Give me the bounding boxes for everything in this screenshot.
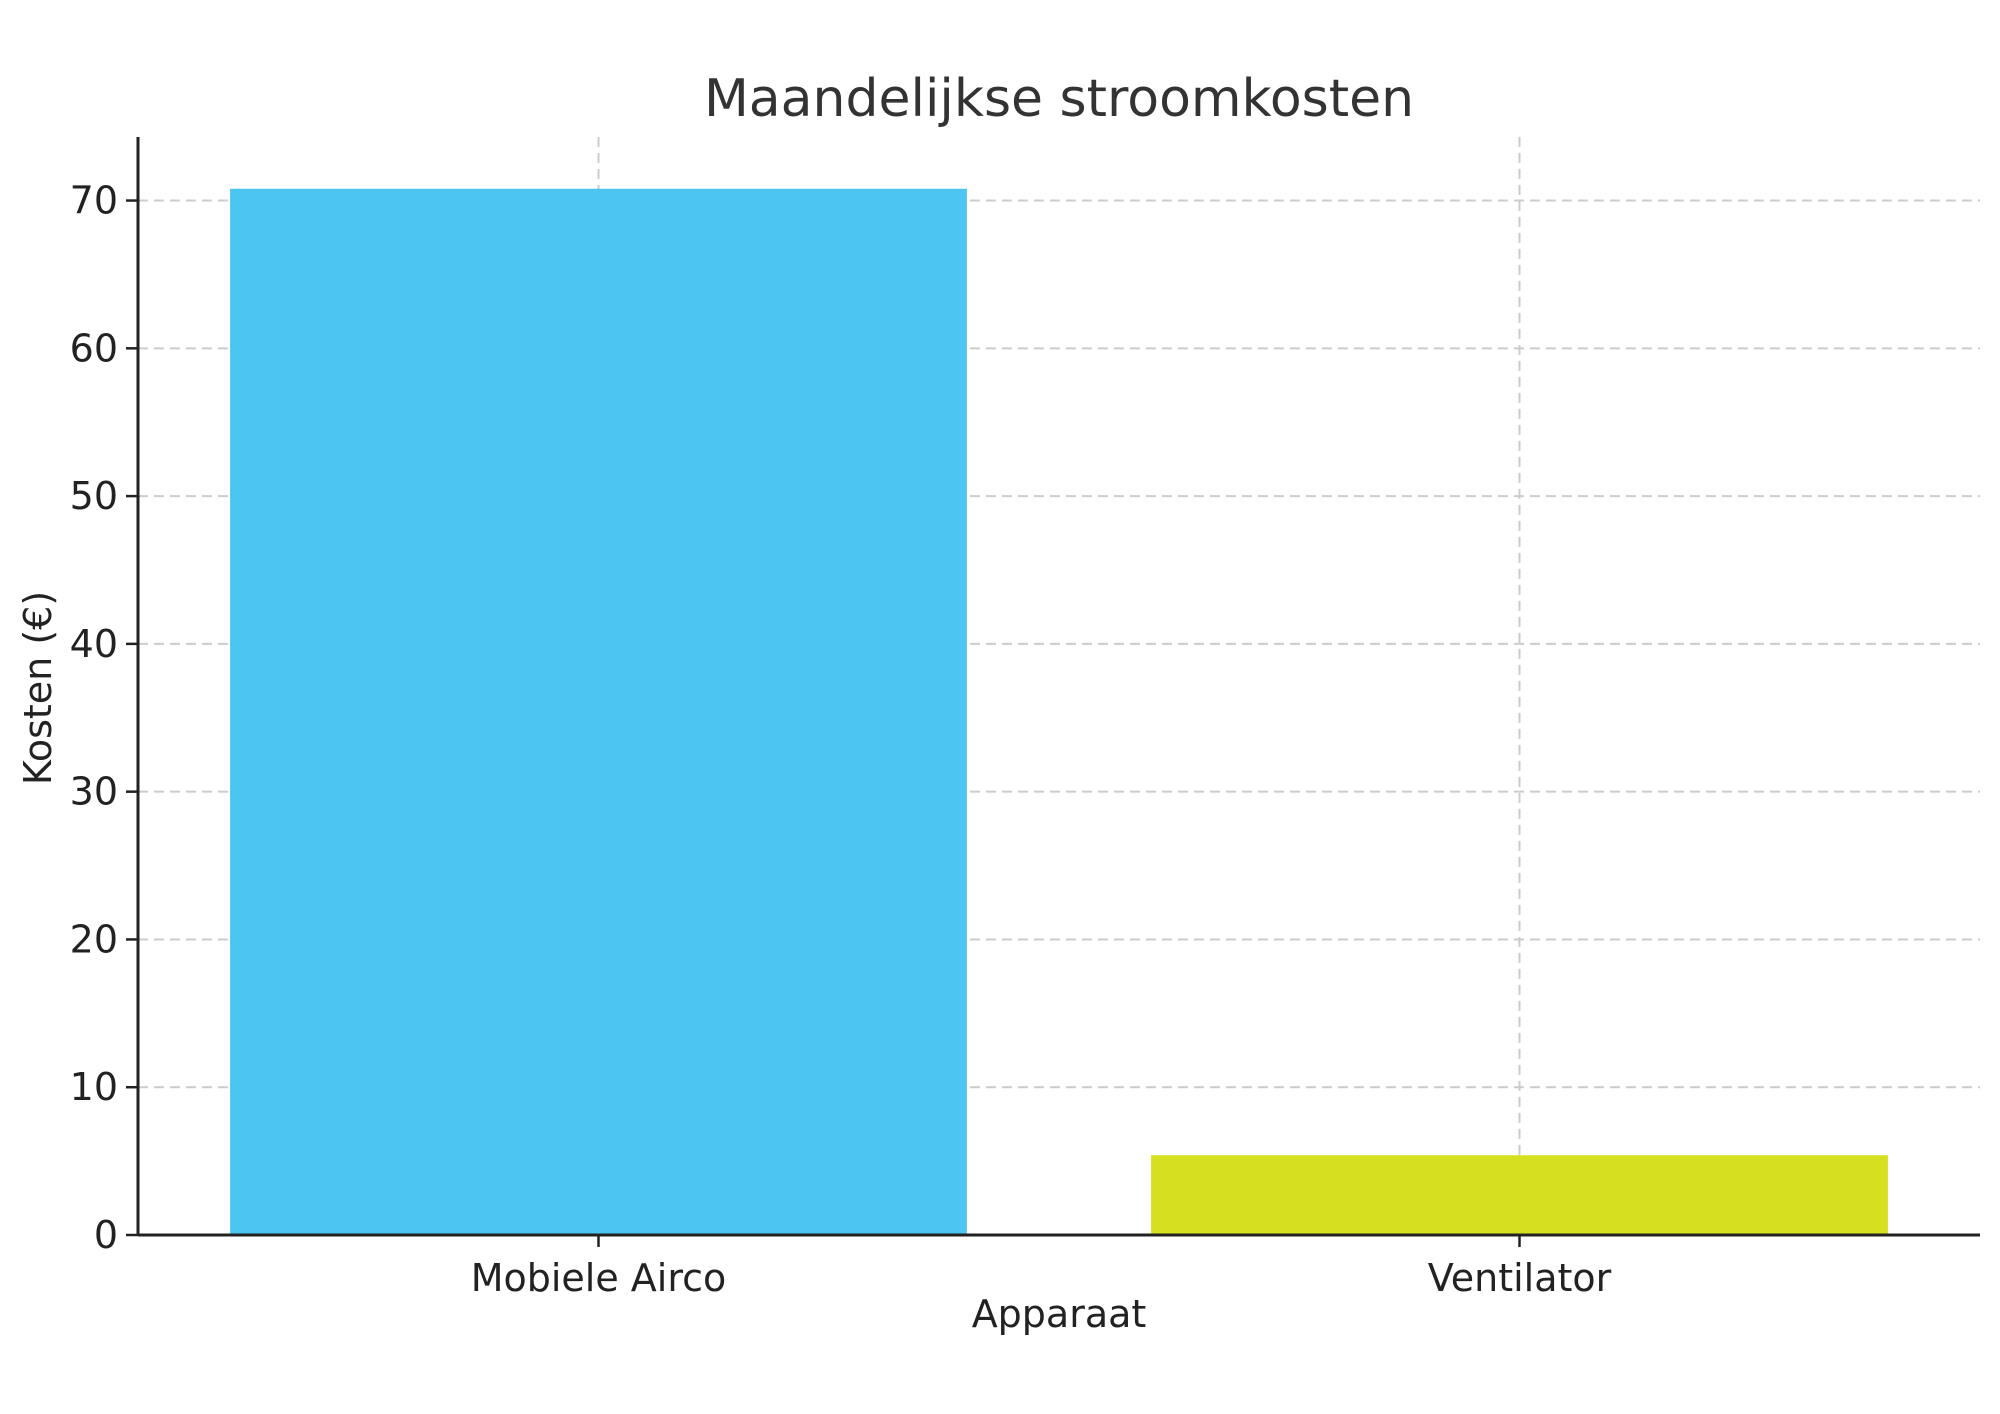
x-axis-label: Apparaat [972,1292,1147,1336]
y-tick-label: 70 [70,179,118,223]
y-axis-label: Kosten (€) [16,591,60,785]
y-tick-label: 60 [70,326,118,370]
y-tick-label: 40 [70,622,118,666]
bar [1151,1155,1888,1235]
axes: 0 10 20 30 40 50 60 70 Mobiele Airco Ventilator [70,137,1980,1300]
y-tick-label: 30 [70,770,118,814]
x-tick-label: Mobiele Airco [471,1256,727,1300]
y-tick-label: 0 [94,1213,118,1257]
y-tick-label: 10 [70,1065,118,1109]
bar [230,188,967,1235]
y-tick-label: 20 [70,917,118,961]
chart-title: Maandelijkse stroomkosten [704,69,1414,129]
bars [230,188,1888,1235]
x-tick-label: Ventilator [1428,1256,1612,1300]
y-tick-label: 50 [70,474,118,518]
